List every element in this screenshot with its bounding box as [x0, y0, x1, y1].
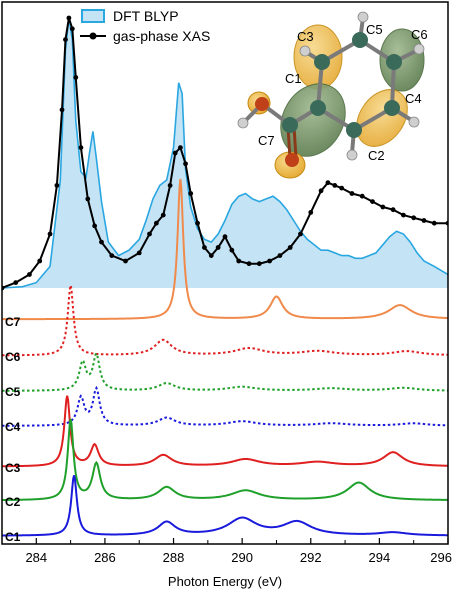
gas-phase-xas-point — [208, 253, 214, 258]
gas-phase-xas-point — [349, 191, 355, 196]
gas-phase-xas-point — [339, 185, 345, 191]
legend-swatch-dft-blyp — [81, 9, 105, 23]
gas-phase-xas-point — [287, 245, 293, 250]
x-tick-label: 292 — [300, 550, 322, 565]
gas-phase-xas-point — [421, 218, 427, 223]
legend-label-dft-blyp: DFT BLYP — [113, 8, 179, 24]
plot-frame — [1, 1, 449, 545]
legend-marker-gas-phase-xas — [89, 32, 97, 40]
gas-phase-xas-point — [172, 150, 178, 156]
x-axis-ticks: 284 286 288 290 292 294 296 — [1, 538, 452, 565]
gas-phase-xas-point — [147, 231, 152, 237]
gas-phase-xas-point — [229, 247, 235, 253]
gas-phase-xas-point — [318, 188, 324, 194]
series-label-c1: C1 — [5, 530, 21, 544]
gas-phase-xas-point — [215, 245, 221, 250]
carbonyl-bond-2 — [292, 126, 298, 159]
gas-phase-xas-point — [236, 258, 242, 264]
gas-phase-xas-point — [401, 212, 406, 218]
gas-phase-xas-point — [370, 199, 375, 205]
gas-phase-xas-point — [78, 145, 84, 151]
gas-phase-xas-point — [85, 196, 91, 202]
atom-label-c5: C5 — [366, 22, 383, 37]
legend: DFT BLYP gas-phase XAS — [80, 8, 210, 44]
gas-phase-xas-point — [246, 261, 252, 267]
series-line-c5 — [2, 351, 448, 392]
gas-phase-xas-point — [160, 212, 166, 218]
x-axis-label: Photon Energy (eV) — [168, 574, 282, 589]
gas-phase-xas-point — [411, 215, 417, 221]
x-tick-label: 296 — [430, 550, 452, 565]
gas-phase-xas-point — [267, 258, 272, 264]
series-label-c3: C3 — [5, 461, 21, 475]
series-line-c6 — [2, 285, 448, 357]
gas-phase-xas-point — [359, 193, 365, 199]
molecule-inset: C3 C5 C6 C1 C4 C7 C2 — [237, 11, 428, 179]
gas-phase-xas-point — [109, 253, 115, 258]
series-line-c2 — [2, 418, 448, 501]
gas-phase-xas-point — [123, 258, 128, 264]
gas-phase-xas-point — [188, 191, 194, 196]
gas-phase-xas-point — [298, 231, 303, 237]
dft-blyp-line — [2, 17, 448, 289]
gas-phase-xas-point — [380, 204, 386, 210]
gas-phase-xas-point — [195, 220, 200, 226]
series-label-c2: C2 — [5, 495, 21, 509]
molecule-atoms — [237, 11, 425, 167]
atom-label-c3: C3 — [297, 29, 314, 44]
x-tick-label: 288 — [163, 550, 185, 565]
series-line-c7 — [2, 178, 448, 321]
gas-phase-xas-point — [66, 15, 72, 21]
legend-label-gas-phase-xas: gas-phase XAS — [113, 28, 210, 44]
gas-phase-xas-point — [47, 231, 53, 237]
x-tick-label: 290 — [231, 550, 253, 565]
gas-phase-xas-point — [153, 220, 159, 226]
atom-label-c2: C2 — [368, 148, 385, 163]
gas-phase-xas-point — [202, 245, 207, 250]
x-tick-label: 286 — [94, 550, 116, 565]
gas-phase-xas-point — [99, 239, 104, 245]
gas-phase-xas-point — [27, 272, 32, 277]
atom-label-c6: C6 — [411, 27, 428, 42]
gas-phase-xas-point — [183, 161, 188, 167]
gas-phase-xas-point — [54, 183, 60, 188]
series-line-c3 — [2, 395, 448, 468]
spectra-layer — [2, 15, 448, 537]
gas-phase-xas-point — [222, 234, 228, 240]
dft-blyp-area — [2, 18, 448, 288]
series-line-c4 — [2, 385, 448, 427]
x-tick-label: 294 — [369, 550, 391, 565]
series-label-c7: C7 — [5, 315, 21, 329]
gas-phase-xas-point — [92, 223, 98, 229]
atom-label-c1: C1 — [285, 71, 302, 86]
gas-phase-xas-point — [390, 207, 396, 213]
gas-phase-xas-point — [59, 107, 65, 113]
gas-phase-xas-point — [69, 26, 75, 32]
gas-phase-xas-point — [136, 250, 142, 256]
series-label-c5: C5 — [5, 385, 21, 399]
gas-phase-xas-point — [332, 183, 338, 188]
series-label-c6: C6 — [5, 350, 21, 364]
gas-phase-xas-point — [256, 261, 262, 267]
gas-phase-xas-point — [178, 145, 183, 151]
gas-phase-xas-point — [431, 220, 437, 226]
gas-phase-xas-point — [63, 37, 68, 42]
gas-phase-xas-point — [13, 280, 19, 285]
series-line-c1 — [2, 475, 448, 537]
series-label-c4: C4 — [5, 420, 21, 434]
gas-phase-xas-point — [73, 75, 79, 80]
gas-phase-xas-point — [37, 258, 43, 264]
atom-label-c7: C7 — [258, 133, 275, 148]
atom-label-c4: C4 — [405, 91, 422, 106]
x-tick-label: 284 — [25, 550, 47, 565]
gas-phase-xas-point — [277, 253, 283, 258]
gas-phase-xas-point — [308, 210, 314, 215]
gas-phase-xas-point — [325, 180, 331, 186]
gas-phase-xas-point — [167, 183, 173, 188]
